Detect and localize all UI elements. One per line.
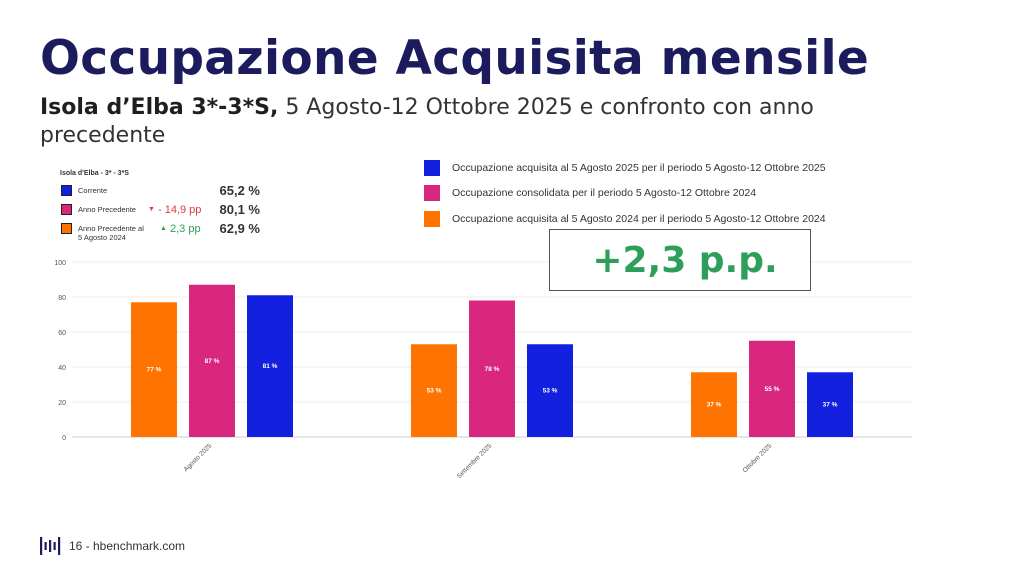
- kpi-label-line: Corrente: [78, 186, 108, 195]
- page-title: Occupazione Acquisita mensile: [40, 31, 870, 86]
- legend-item-consolidated-2024: Occupazione consolidata per il periodo 5…: [424, 181, 826, 207]
- bar: [527, 344, 573, 437]
- bar-data-label: 87 %: [205, 358, 220, 365]
- kpi-value: 65,2 %: [219, 183, 260, 198]
- bar: [411, 344, 457, 437]
- y-tick-label: 20: [58, 400, 66, 407]
- kpi-title: Isola d'Elba - 3* - 3*S: [60, 170, 129, 177]
- bar-data-label: 77 %: [147, 367, 162, 374]
- kpi-value: 62,9 %: [219, 221, 260, 236]
- y-tick-label: 0: [62, 435, 66, 442]
- legend-item-acquired-2025: Occupazione acquisita al 5 Agosto 2025 p…: [424, 155, 826, 181]
- footer-text: 16 - hbenchmark.com: [69, 539, 186, 553]
- kpi-delta: ▲ 2,3 pp: [160, 223, 201, 235]
- bar-data-label: 53 %: [427, 388, 442, 395]
- kpi-row-previous-year: Anno Precedente ▼ - 14,9 pp 80,1 %: [60, 202, 270, 221]
- kpi-row-current: Corrente 65,2 %: [60, 183, 270, 202]
- legend-label: Occupazione acquisita al 5 Agosto 2024 p…: [452, 212, 826, 225]
- kpi-label: Corrente: [78, 186, 107, 195]
- kpi-label-line: Anno Precedente: [78, 205, 136, 214]
- y-tick-label: 100: [54, 260, 66, 267]
- kpi-delta-text: 2,3 pp: [170, 223, 201, 235]
- kpi-swatch: [61, 223, 72, 234]
- kpi-label: Anno Precedente: [78, 205, 136, 214]
- kpi-swatch: [61, 185, 72, 196]
- kpi-delta: ▼ - 14,9 pp: [148, 204, 201, 216]
- subtitle-period: 5 Agosto-12 Ottobre 2025 e confronto con…: [40, 95, 814, 148]
- highlight-value: +2,3 p.p.: [592, 239, 778, 281]
- chart-legend: Occupazione acquisita al 5 Agosto 2025 p…: [424, 155, 826, 232]
- bar: [807, 372, 853, 437]
- kpi-label: Anno Precedente al 5 Agosto 2024: [78, 224, 144, 242]
- legend-label: Occupazione consolidata per il periodo 5…: [452, 187, 757, 200]
- highlight-box: +2,3 p.p.: [549, 229, 811, 291]
- legend-swatch: [424, 210, 440, 227]
- kpi-delta-text: - 14,9 pp: [158, 204, 202, 216]
- kpi-swatch: [61, 204, 72, 215]
- x-tick-label: Settembre 2025: [456, 442, 494, 480]
- kpi-label-line: 5 Agosto 2024: [78, 233, 126, 242]
- bar-data-label: 55 %: [765, 386, 780, 393]
- legend-swatch: [424, 159, 440, 176]
- bar-data-label: 37 %: [823, 402, 838, 409]
- occupancy-bar-chart: 0 20 40 60 80 100 77 % 87 % 81 % Agosto 2025 53 % 7…: [54, 260, 912, 480]
- bar: [469, 300, 515, 437]
- arrow-up-icon: ▲: [160, 225, 167, 232]
- x-tick-label: Ottobre 2025: [742, 442, 774, 474]
- bar: [247, 295, 293, 437]
- kpi-row-previous-year-to-date: Anno Precedente al 5 Agosto 2024 ▲ 2,3 pp…: [60, 221, 270, 242]
- hbenchmark-logo-icon: [40, 537, 61, 555]
- bar: [749, 340, 795, 437]
- bar-data-label: 78 %: [485, 366, 500, 373]
- bar-data-label: 81 %: [263, 363, 278, 370]
- y-tick-label: 60: [58, 330, 66, 337]
- kpi-summary: Isola d'Elba - 3* - 3*S Corrente 65,2 % …: [60, 170, 270, 242]
- page-subtitle: Isola d’Elba 3*-3*S, 5 Agosto-12 Ottobre…: [40, 94, 900, 150]
- kpi-label-line: Anno Precedente al: [78, 224, 144, 233]
- bar-data-label: 53 %: [543, 388, 558, 395]
- legend-label: Occupazione acquisita al 5 Agosto 2025 p…: [452, 161, 826, 174]
- legend-item-acquired-2024: Occupazione acquisita al 5 Agosto 2024 p…: [424, 206, 826, 232]
- bar: [131, 302, 177, 437]
- bar: [189, 284, 235, 437]
- arrow-down-icon: ▼: [148, 206, 155, 213]
- y-tick-label: 40: [58, 365, 66, 372]
- legend-swatch: [424, 185, 440, 202]
- x-tick-label: Agosto 2025: [183, 442, 214, 473]
- kpi-value: 80,1 %: [219, 202, 260, 217]
- footer: 16 - hbenchmark.com: [40, 536, 185, 556]
- bar: [691, 372, 737, 437]
- bar-data-label: 37 %: [707, 402, 722, 409]
- y-tick-label: 80: [58, 295, 66, 302]
- subtitle-destination: Isola d’Elba 3*-3*S,: [40, 95, 279, 120]
